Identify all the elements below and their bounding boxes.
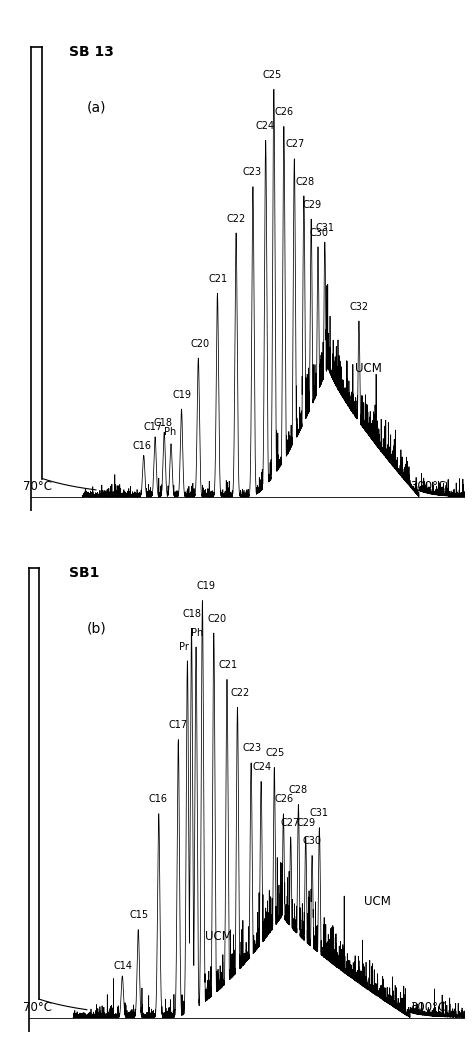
Text: C28: C28: [289, 786, 308, 795]
Text: Ph: Ph: [191, 627, 204, 638]
Text: C19: C19: [173, 390, 191, 400]
Text: C24: C24: [255, 121, 275, 131]
Text: 70°C: 70°C: [23, 1001, 52, 1014]
Text: C32: C32: [350, 302, 369, 312]
Text: (a): (a): [87, 100, 106, 115]
Text: (b): (b): [87, 621, 107, 636]
Text: C16: C16: [132, 441, 151, 451]
Text: C17: C17: [169, 720, 188, 730]
Text: C19: C19: [196, 581, 215, 591]
Text: UCM: UCM: [205, 929, 232, 943]
Text: C18: C18: [154, 418, 173, 427]
Text: C23: C23: [243, 168, 262, 177]
Text: C22: C22: [231, 688, 250, 698]
Text: C24: C24: [253, 762, 272, 772]
Text: C21: C21: [219, 660, 238, 670]
Text: C23: C23: [243, 744, 262, 753]
Text: C17: C17: [144, 422, 163, 432]
Text: C22: C22: [227, 214, 246, 224]
Text: SB 13: SB 13: [69, 46, 113, 59]
Text: UCM: UCM: [365, 895, 391, 908]
Text: C16: C16: [148, 794, 167, 804]
Text: C31: C31: [315, 223, 334, 233]
Text: SB1: SB1: [69, 566, 99, 580]
Text: 70°C: 70°C: [23, 480, 52, 494]
Text: C30: C30: [310, 227, 328, 238]
Text: C26: C26: [274, 794, 293, 804]
Text: C27: C27: [285, 140, 304, 149]
Text: C25: C25: [263, 70, 282, 80]
Text: C31: C31: [310, 809, 329, 818]
Text: Pr: Pr: [179, 642, 189, 651]
Text: C14: C14: [113, 962, 132, 971]
Text: UCM: UCM: [356, 362, 382, 375]
Text: C27: C27: [281, 818, 300, 827]
Text: Ph: Ph: [164, 427, 176, 437]
Text: C18: C18: [183, 610, 202, 619]
Text: C20: C20: [190, 339, 209, 349]
Text: C26: C26: [274, 107, 293, 117]
Text: C21: C21: [209, 274, 228, 283]
Text: C15: C15: [129, 911, 148, 920]
Text: C29: C29: [296, 818, 315, 827]
Text: C29: C29: [302, 200, 322, 209]
Text: C25: C25: [265, 748, 284, 759]
Text: 300°C: 300°C: [410, 1001, 446, 1014]
Text: C20: C20: [208, 614, 227, 624]
Text: C30: C30: [303, 836, 322, 846]
Text: C28: C28: [295, 176, 314, 187]
Text: 300°C: 300°C: [410, 480, 446, 494]
